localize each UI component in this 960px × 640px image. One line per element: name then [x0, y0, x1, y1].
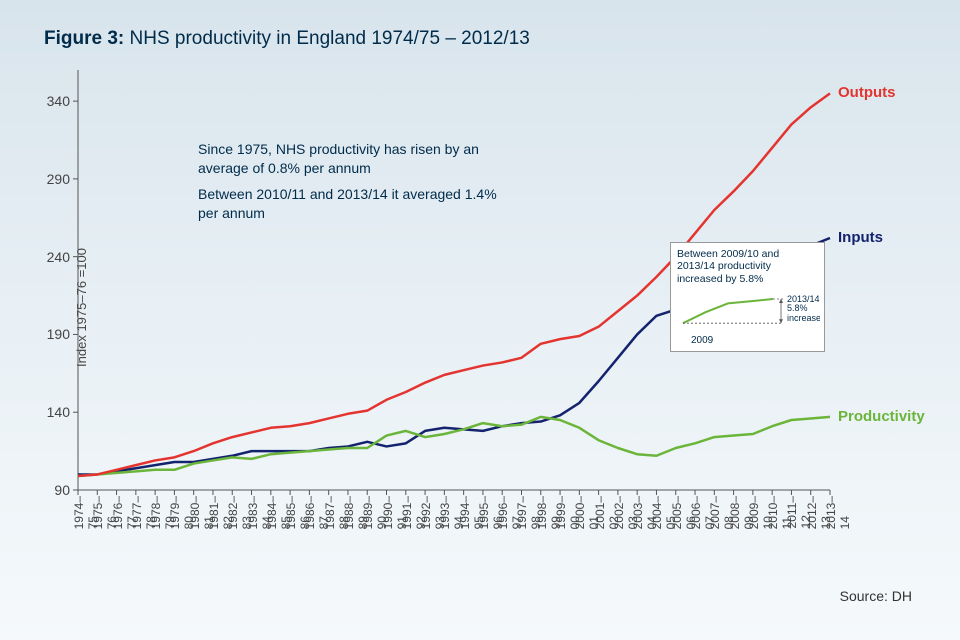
annotation-line2: Between 2010/11 and 2013/14 it averaged … — [198, 185, 518, 223]
svg-text:5.8%: 5.8% — [787, 303, 808, 313]
annotation-line1: Since 1975, NHS productivity has risen b… — [198, 140, 518, 178]
figure-number: Figure 3: — [44, 28, 124, 49]
line-productivity — [78, 417, 830, 476]
series-label-outputs: Outputs — [838, 84, 896, 101]
svg-text:increase: increase — [787, 313, 820, 323]
inset-svg: 2013/145.8%increase — [677, 285, 820, 335]
x-tick: 2013–14 — [824, 496, 852, 529]
inset-chart: Between 2009/10 and 2013/14 productivity… — [670, 242, 825, 352]
figure-title: Figure 3: NHS productivity in England 19… — [44, 28, 940, 50]
y-tick: 190 — [47, 326, 70, 342]
y-tick: 140 — [47, 404, 70, 420]
series-label-inputs: Inputs — [838, 229, 883, 246]
y-tick: 90 — [54, 482, 70, 498]
y-tick: 290 — [47, 171, 70, 187]
inset-caption: Between 2009/10 and 2013/14 productivity… — [677, 248, 818, 285]
y-tick: 340 — [47, 93, 70, 109]
chart-area: 90140190240290340 1974–751975–761976–771… — [78, 70, 830, 490]
inset-label-left: 2009 — [691, 335, 713, 347]
source-label: Source: DH — [840, 588, 912, 604]
series-label-productivity: Productivity — [838, 408, 925, 425]
y-tick: 240 — [47, 249, 70, 265]
figure-title-text: NHS productivity in England 1974/75 – 20… — [130, 28, 530, 49]
inset-line — [683, 299, 773, 323]
